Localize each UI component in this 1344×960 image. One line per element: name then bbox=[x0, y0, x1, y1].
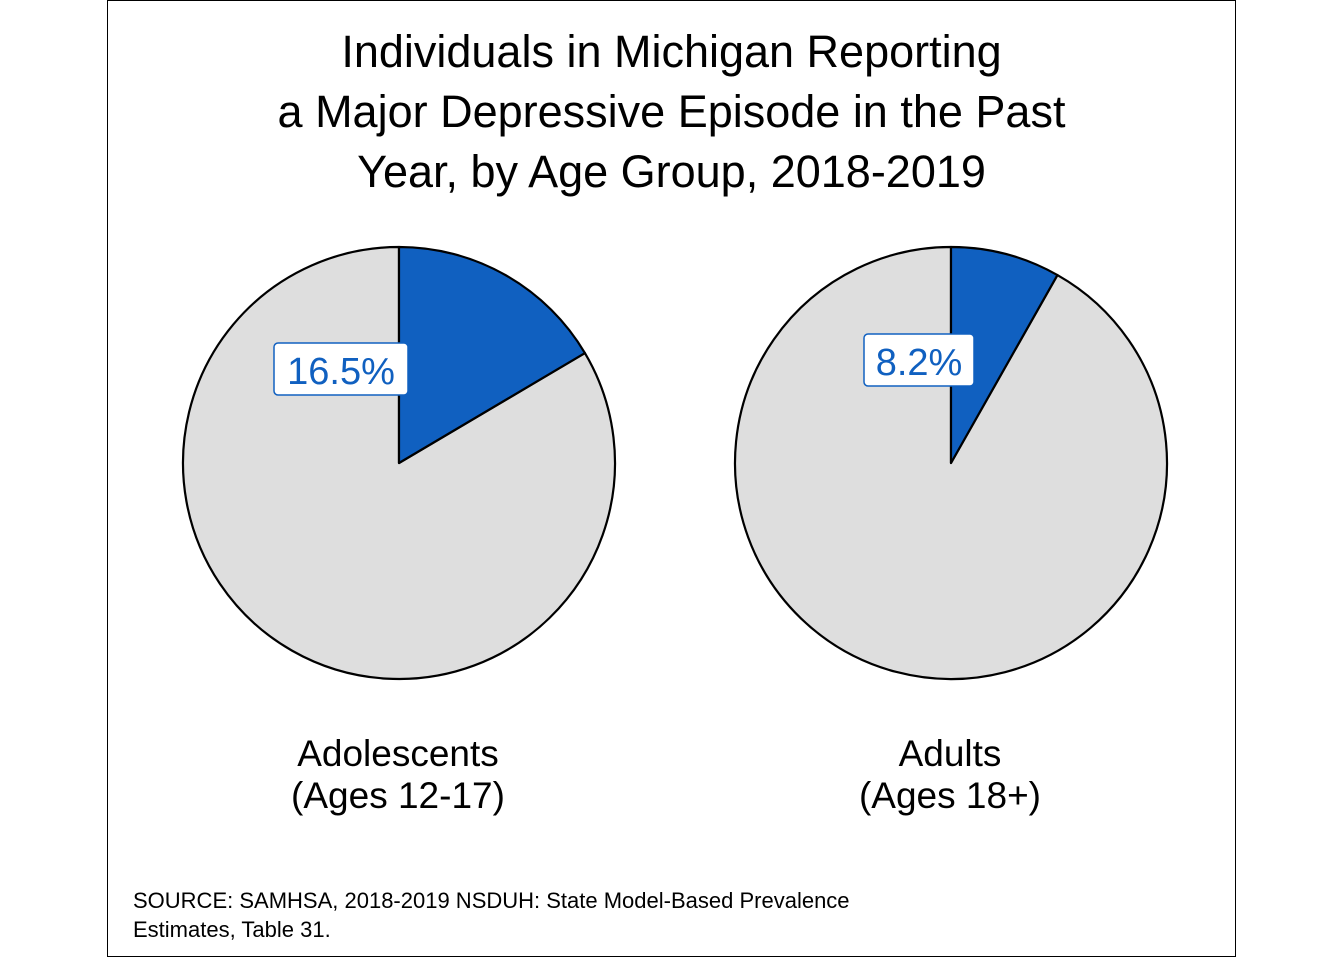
source-note: SOURCE: SAMHSA, 2018-2019 NSDUH: State M… bbox=[133, 886, 1033, 944]
pie-group-label-adults-line-2: (Ages 18+) bbox=[858, 775, 1042, 816]
pie-slice-adults-depressive-episode bbox=[949, 245, 1059, 465]
pie-value-label-adolescents: 16.5% bbox=[273, 342, 409, 396]
chart-title-line-2: a Major Depressive Episode in the Past bbox=[277, 86, 1066, 137]
pie-value-label-text-adolescents: 16.5% bbox=[287, 351, 395, 393]
chart-title-line-3: Year, by Age Group, 2018-2019 bbox=[357, 146, 986, 197]
pie-value-label-box-adolescents bbox=[273, 342, 409, 396]
chart-title-line-1: Individuals in Michigan Reporting bbox=[341, 26, 1002, 77]
pie-value-label-adults: 8.2% bbox=[863, 333, 975, 387]
chart-title: Individuals in Michigan Reporting a Majo… bbox=[107, 22, 1236, 202]
pie-slice-adolescents-depressive-episode bbox=[397, 245, 587, 465]
pie-value-label-text-adults: 8.2% bbox=[876, 342, 963, 384]
source-note-line-1: SOURCE: SAMHSA, 2018-2019 NSDUH: State M… bbox=[133, 888, 850, 913]
pie-value-label-box-adults bbox=[863, 333, 975, 387]
pie-group-label-adolescents-line-1: Adolescents bbox=[297, 733, 499, 774]
pie-group-label-adults-line-1: Adults bbox=[898, 733, 1002, 774]
pie-group-label-adolescents: Adolescents (Ages 12-17) bbox=[188, 733, 608, 817]
source-note-line-2: Estimates, Table 31. bbox=[133, 917, 331, 942]
pie-group-label-adults: Adults (Ages 18+) bbox=[740, 733, 1160, 817]
pie-group-label-adolescents-line-2: (Ages 12-17) bbox=[291, 775, 505, 816]
